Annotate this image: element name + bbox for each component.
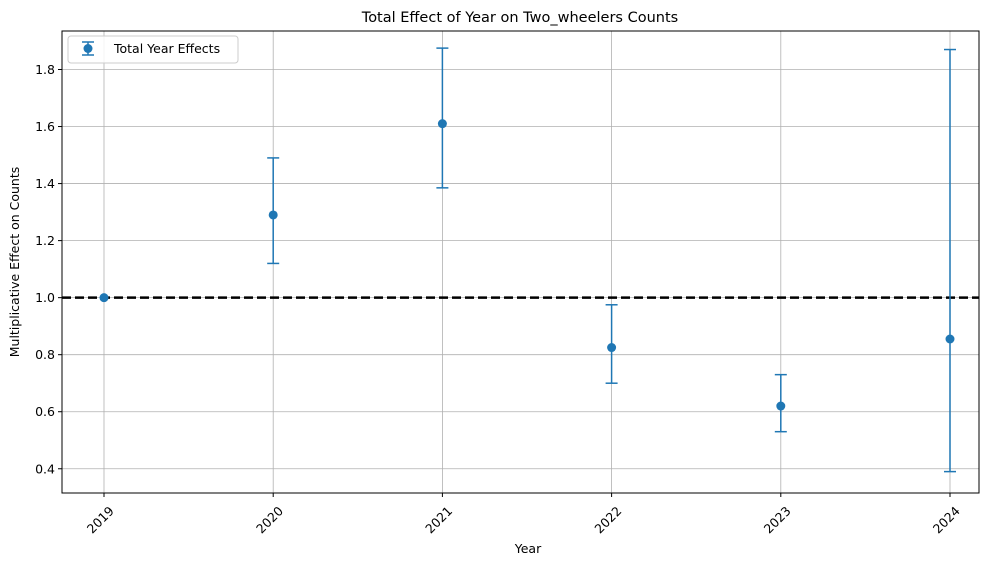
y-tick-label: 1.6 <box>35 119 55 134</box>
legend-label: Total Year Effects <box>113 41 220 56</box>
plot-frame <box>61 30 980 494</box>
legend-box <box>67 35 239 64</box>
y-tick-label: 0.6 <box>35 404 55 419</box>
legend: Total Year Effects <box>67 35 239 64</box>
y-tick-label: 1.2 <box>35 233 55 248</box>
y-tick-label: 0.8 <box>35 347 55 362</box>
y-tick-label: 0.4 <box>35 461 55 476</box>
x-axis-label: Year <box>514 541 542 556</box>
data-point <box>945 334 955 344</box>
y-tick-label: 1.0 <box>35 290 55 305</box>
y-tick-label: 1.8 <box>35 62 55 77</box>
data-series <box>99 47 956 473</box>
legend-marker <box>82 41 94 56</box>
data-point <box>99 293 109 303</box>
y-axis-label: Multiplicative Effect on Counts <box>7 167 22 358</box>
y-axis-ticks: 0.4 0.6 0.8 1.0 1.2 1.4 1.6 1.8 <box>35 62 62 476</box>
data-point <box>268 210 278 220</box>
chart-title: Total Effect of Year on Two_wheelers Cou… <box>361 10 678 26</box>
y-tick-label: 1.4 <box>35 176 55 191</box>
data-point <box>607 343 617 353</box>
data-point <box>776 401 786 411</box>
data-point <box>437 119 447 129</box>
